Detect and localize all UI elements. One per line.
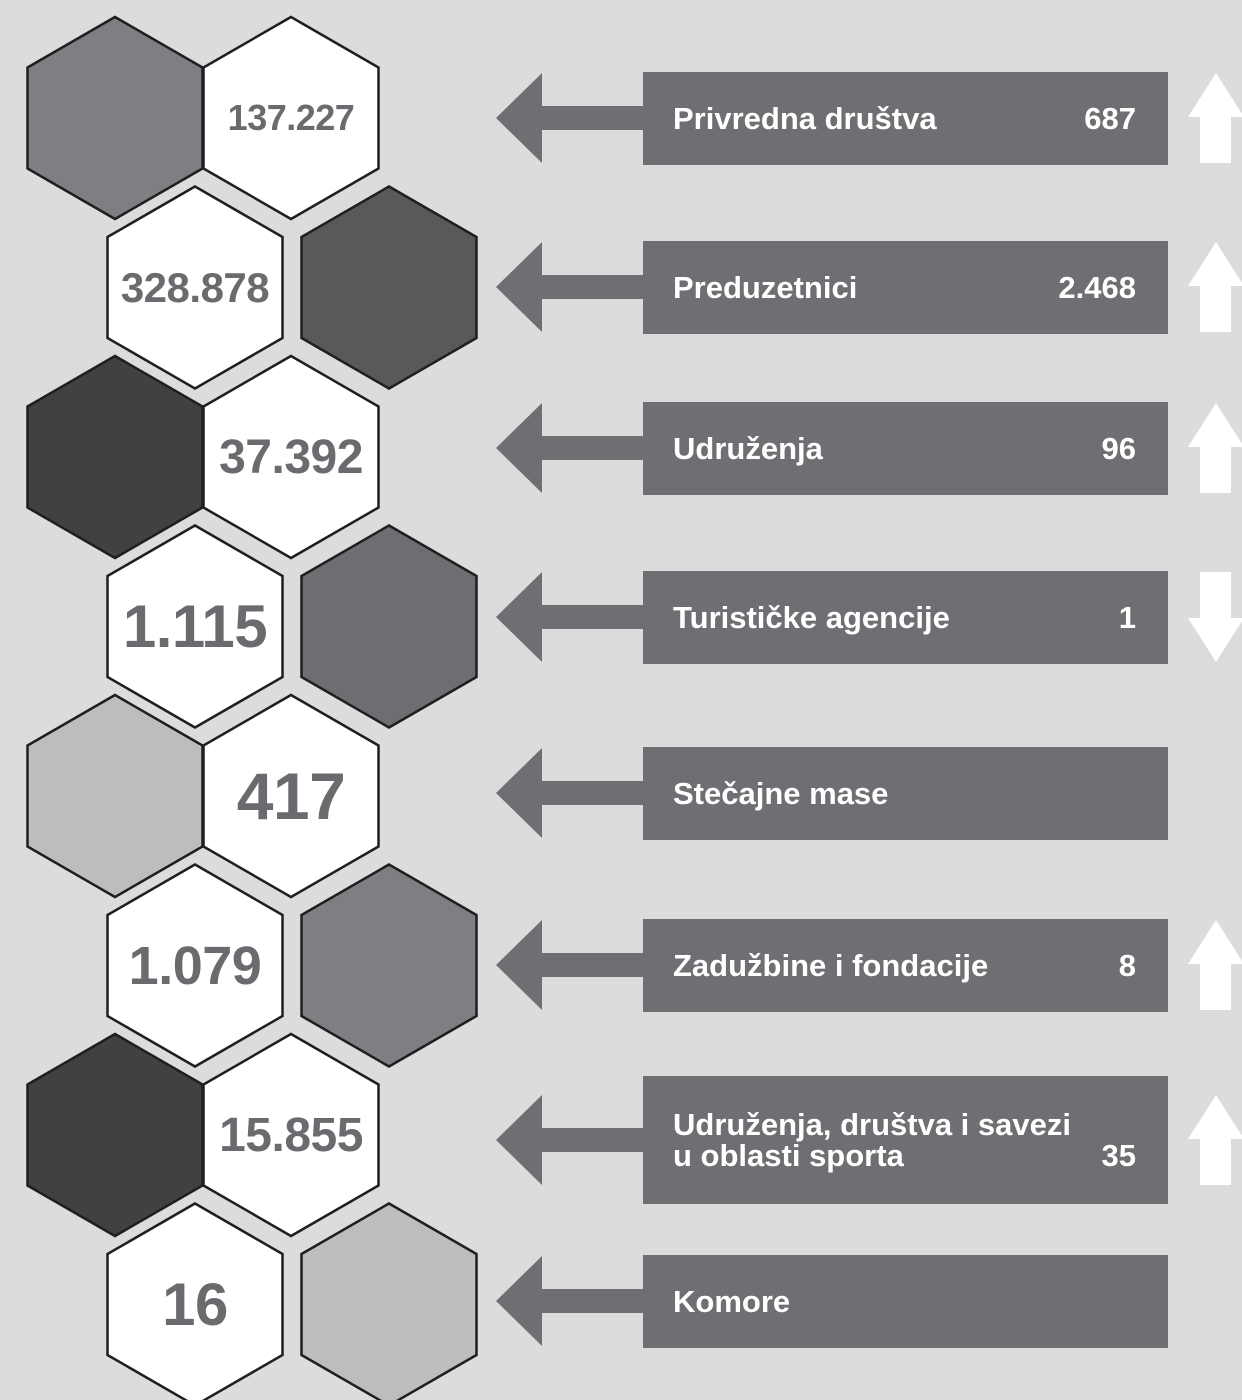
left-arrow-icon — [496, 1256, 646, 1346]
category-label: Komore — [673, 1283, 791, 1319]
category-box: Udruženja, društva i savezi u oblasti sp… — [643, 1076, 1168, 1204]
hexagon-value: 137.227 — [227, 97, 355, 138]
shaded-hexagon — [26, 15, 204, 221]
trend-up-arrow-icon — [1188, 242, 1242, 332]
trend-up-arrow-icon — [1188, 1095, 1242, 1185]
category-count: 35 — [1101, 1138, 1136, 1173]
category-count: 96 — [1101, 430, 1136, 466]
trend-up-arrow-icon — [1188, 920, 1242, 1010]
hexagon-value: 15.855 — [219, 1108, 363, 1162]
category-label: Udruženja — [673, 430, 823, 466]
left-arrow-icon — [496, 572, 646, 662]
category-box: Udruženja 96 — [643, 401, 1168, 495]
shaded-hexagon — [26, 1032, 204, 1238]
hexagon-value: 1.115 — [122, 593, 268, 660]
category-label: Privredna društva — [673, 100, 937, 136]
category-count: 1 — [1118, 599, 1136, 635]
trend-up-arrow-icon — [1188, 403, 1242, 493]
shaded-hexagon — [26, 693, 204, 899]
hexagon-value: 1.079 — [128, 935, 262, 996]
category-box: Preduzetnici 2.468 — [643, 240, 1168, 334]
left-arrow-icon — [496, 1095, 646, 1185]
category-count: 687 — [1084, 100, 1136, 136]
category-box: Turističke agencije 1 — [643, 570, 1168, 664]
hexagon-column — [26, 15, 478, 1400]
hexagon-value: 417 — [236, 759, 346, 833]
value-hexagon — [202, 1032, 380, 1238]
trend-down-arrow-icon — [1188, 572, 1242, 662]
value-hexagon — [202, 693, 380, 899]
category-box: Privredna društva 687 — [643, 71, 1168, 165]
value-hexagon — [106, 185, 284, 390]
left-arrow-icon — [496, 242, 646, 332]
category-label: Preduzetnici — [673, 269, 858, 305]
category-label: Stečajne mase — [673, 775, 889, 811]
trend-up-arrow-icon — [1188, 73, 1242, 163]
hexagon-value: 328.878 — [120, 263, 270, 311]
left-arrow-icon — [496, 73, 646, 163]
category-label: Zadužbine i fondacije — [673, 947, 989, 983]
shaded-hexagon — [300, 1202, 478, 1400]
category-label: Turističke agencije — [673, 599, 950, 635]
shaded-hexagon — [300, 524, 478, 729]
hexagon-value: 16 — [162, 1271, 228, 1338]
left-arrow-icon — [496, 748, 646, 838]
value-hexagon — [202, 354, 380, 560]
category-label: Udruženja, društva i savezi u oblasti sp… — [673, 1107, 1071, 1173]
left-arrow-icon — [496, 920, 646, 1010]
value-hexagon — [106, 524, 284, 729]
category-count: 2.468 — [1058, 269, 1136, 305]
value-hexagon — [106, 1202, 284, 1400]
shaded-hexagon — [300, 185, 478, 390]
left-arrow-icon — [496, 403, 646, 493]
shaded-hexagon — [26, 354, 204, 560]
shaded-hexagon — [300, 863, 478, 1068]
hexagon-value: 37.392 — [219, 430, 363, 484]
value-hexagon — [202, 15, 380, 221]
category-box: Komore — [643, 1254, 1168, 1348]
category-box: Zadužbine i fondacije 8 — [643, 918, 1168, 1012]
category-box: Stečajne mase — [643, 746, 1168, 840]
value-hexagon — [106, 863, 284, 1068]
category-count: 8 — [1118, 947, 1136, 983]
